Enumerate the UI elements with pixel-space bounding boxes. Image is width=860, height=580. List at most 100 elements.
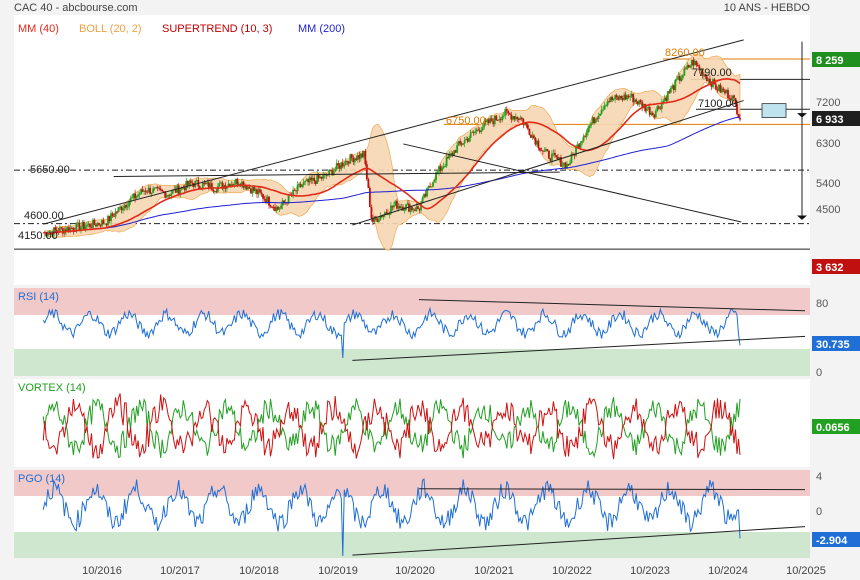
candle-body — [584, 136, 586, 138]
candle-body — [513, 116, 516, 120]
candle-body — [454, 150, 457, 153]
candle-body — [203, 182, 206, 184]
candle-body — [207, 182, 210, 189]
candle-body — [648, 107, 651, 115]
candle-body — [298, 183, 301, 185]
candle-body — [566, 164, 568, 169]
candle-body — [210, 183, 213, 190]
xtick-2024: 10/2024 — [708, 565, 748, 577]
candle-body — [459, 141, 462, 144]
candle-body — [78, 222, 81, 231]
candle-body — [408, 203, 410, 212]
candle-body — [274, 207, 276, 211]
candle-body — [427, 186, 430, 188]
candle-body — [600, 109, 603, 114]
candle-body — [144, 190, 147, 192]
candle-body — [532, 135, 535, 138]
candle-body — [493, 115, 496, 125]
candle-body — [143, 190, 146, 192]
candle-body — [534, 137, 537, 145]
candle-body — [690, 59, 693, 66]
candle-body — [105, 223, 108, 226]
ytick-7200: 7200 — [816, 97, 840, 109]
candle-body — [591, 117, 594, 124]
candle-body — [92, 219, 94, 228]
badge-last-high-label: 8 259 — [816, 55, 844, 67]
candle-body — [164, 192, 167, 198]
candle-body — [167, 195, 170, 196]
xtick-2023: 10/2023 — [630, 565, 670, 577]
candle-body — [466, 138, 469, 142]
candle-body — [125, 205, 127, 208]
candle-body — [710, 83, 713, 87]
candle-body — [433, 179, 436, 183]
candle-body — [627, 95, 630, 98]
candle-body — [405, 204, 407, 210]
candle-body — [657, 106, 660, 109]
vortex-minus-line — [42, 393, 741, 460]
candle-body — [403, 209, 406, 211]
candle-body — [525, 123, 528, 125]
candle-body — [134, 193, 137, 199]
candle-body — [585, 132, 588, 137]
candle-body — [147, 187, 150, 193]
candle-body — [149, 187, 152, 194]
candle-body — [633, 99, 636, 103]
candle-body — [552, 153, 555, 154]
candle-body — [594, 118, 597, 124]
candle-body — [376, 218, 379, 222]
candle-body — [296, 184, 299, 192]
candle-body — [80, 227, 82, 231]
candle-body — [663, 97, 666, 101]
candle-body — [564, 162, 567, 169]
candle-body — [621, 98, 624, 101]
candle-body — [227, 183, 230, 187]
candle-body — [618, 95, 621, 100]
candle-body — [575, 147, 577, 156]
candle-body — [418, 208, 421, 211]
candle-body — [432, 182, 434, 187]
badge-rsi-label: 30.735 — [816, 339, 850, 351]
candle-body — [183, 187, 186, 191]
candle-body — [174, 188, 177, 193]
candle-body — [535, 140, 538, 145]
xtick-2020: 10/2020 — [395, 565, 435, 577]
xtick-2021: 10/2021 — [474, 565, 514, 577]
candle-body — [424, 194, 427, 197]
candle-body — [606, 101, 609, 106]
candle-body — [385, 212, 388, 214]
candle-body — [651, 112, 654, 115]
candle-body — [377, 220, 380, 222]
candle-body — [266, 196, 269, 204]
candle-body — [344, 160, 347, 166]
candle-body — [310, 177, 313, 181]
candle-body — [295, 190, 298, 192]
candle-body — [335, 163, 338, 170]
candle-body — [155, 187, 158, 188]
candle-body — [608, 101, 611, 103]
candle-body — [624, 94, 627, 100]
target-arrow-head — [797, 215, 807, 220]
candle-body — [361, 153, 364, 158]
candle-body — [162, 191, 165, 193]
candle-body — [229, 183, 231, 188]
candle-body — [629, 96, 632, 98]
candle-body — [650, 112, 653, 115]
candle-body — [508, 113, 511, 115]
candle-body — [380, 215, 383, 218]
candle-body — [498, 119, 501, 121]
candle-body — [469, 132, 472, 138]
candle-body — [551, 153, 553, 161]
candle-body — [517, 118, 520, 120]
candle-body — [299, 183, 302, 187]
candle-body — [326, 175, 329, 176]
candle-body — [522, 119, 525, 125]
candle-body — [77, 222, 79, 224]
candle-body — [703, 74, 705, 77]
candle-body — [468, 137, 471, 142]
trendline-2 — [403, 143, 742, 223]
candle-body — [662, 100, 665, 103]
trendline-1 — [352, 100, 744, 226]
candle-body — [514, 116, 517, 120]
candle-body — [49, 231, 52, 233]
